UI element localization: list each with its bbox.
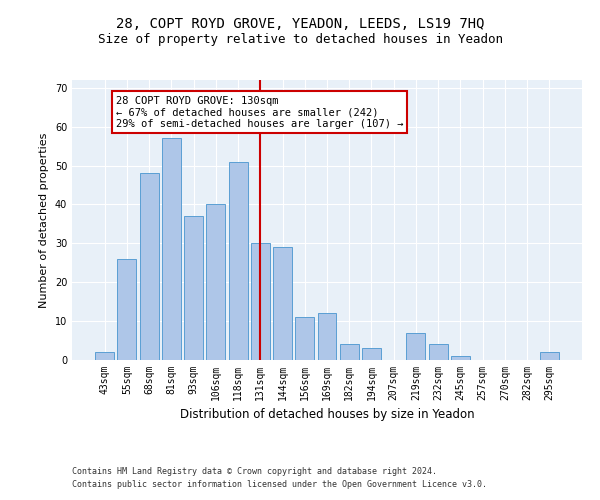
Bar — [140, 174, 158, 360]
Bar — [118, 259, 136, 360]
Text: Contains public sector information licensed under the Open Government Licence v3: Contains public sector information licen… — [72, 480, 487, 489]
Bar — [295, 317, 314, 360]
Bar — [429, 344, 448, 360]
Text: 28, COPT ROYD GROVE, YEADON, LEEDS, LS19 7HQ: 28, COPT ROYD GROVE, YEADON, LEEDS, LS19… — [116, 18, 484, 32]
X-axis label: Distribution of detached houses by size in Yeadon: Distribution of detached houses by size … — [179, 408, 475, 422]
Bar — [406, 333, 425, 360]
Bar — [362, 348, 381, 360]
Bar — [95, 352, 114, 360]
Bar — [451, 356, 470, 360]
Bar — [184, 216, 203, 360]
Text: Size of property relative to detached houses in Yeadon: Size of property relative to detached ho… — [97, 32, 503, 46]
Bar — [340, 344, 359, 360]
Text: 28 COPT ROYD GROVE: 130sqm
← 67% of detached houses are smaller (242)
29% of sem: 28 COPT ROYD GROVE: 130sqm ← 67% of deta… — [116, 96, 403, 129]
Bar — [273, 247, 292, 360]
Bar — [162, 138, 181, 360]
Bar — [251, 244, 270, 360]
Bar — [229, 162, 248, 360]
Y-axis label: Number of detached properties: Number of detached properties — [39, 132, 49, 308]
Bar — [317, 314, 337, 360]
Bar — [540, 352, 559, 360]
Bar — [206, 204, 225, 360]
Text: Contains HM Land Registry data © Crown copyright and database right 2024.: Contains HM Land Registry data © Crown c… — [72, 467, 437, 476]
